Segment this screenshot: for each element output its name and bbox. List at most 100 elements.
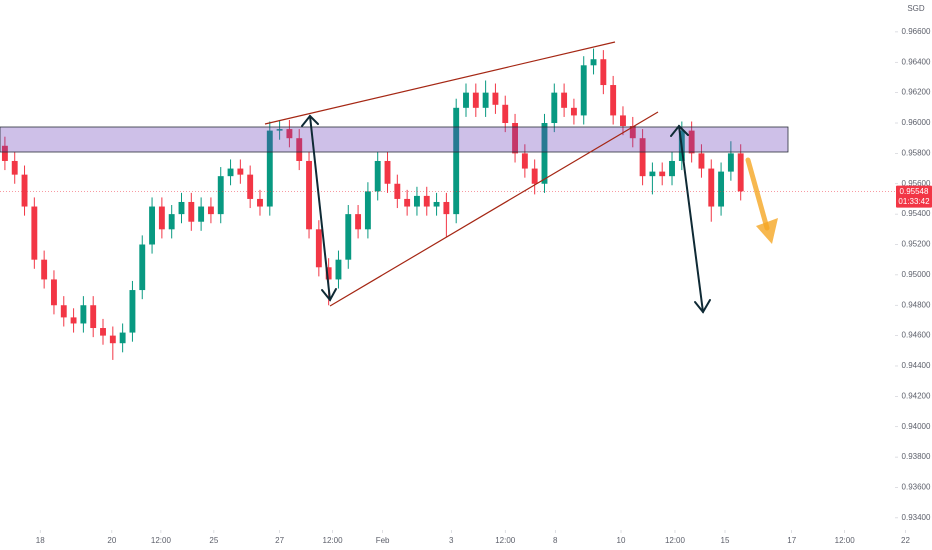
candle-body [414, 195, 420, 207]
candle-body [443, 201, 450, 215]
candle-body [60, 305, 67, 318]
x-tick-label: 17 [787, 536, 796, 545]
candle-body [423, 195, 430, 207]
x-tick-label: 12:00 [323, 536, 344, 545]
candle-body [325, 267, 332, 280]
candle-body [139, 244, 146, 291]
x-tick-label: 12:00 [151, 536, 172, 545]
y-tick-label: 0.95400 [902, 209, 931, 218]
candle-body [257, 198, 263, 207]
x-tick-label: 27 [275, 536, 284, 545]
candle-body [217, 176, 224, 215]
candle-body [247, 174, 254, 199]
candle-body [727, 153, 734, 172]
countdown: 01:33:42 [898, 197, 930, 206]
candle-body [315, 229, 322, 268]
x-tick-label: Feb [376, 536, 390, 545]
current-price-label: 0.95548 [900, 187, 929, 196]
candle-body [659, 171, 666, 177]
y-tick-label: 0.95800 [902, 148, 931, 157]
candle-body [561, 92, 568, 108]
candle-body [276, 129, 283, 131]
x-tick-label: 25 [209, 536, 218, 545]
y-tick-label: 0.94800 [902, 300, 931, 309]
y-tick-label: 0.94600 [902, 331, 931, 340]
x-tick-label: 12:00 [835, 536, 856, 545]
candle-body [21, 174, 28, 207]
candle-body [688, 130, 695, 154]
candle-body [178, 201, 185, 215]
candle-body [70, 317, 77, 324]
candle-body [472, 92, 479, 108]
candle-body [168, 214, 175, 230]
y-tick-label: 0.94000 [902, 422, 931, 431]
candle-body [296, 138, 303, 161]
y-tick-label: 0.95600 [902, 179, 931, 188]
y-tick-label: 0.95000 [902, 270, 931, 279]
candle-body [551, 92, 558, 124]
x-tick-label: 18 [36, 536, 45, 545]
x-tick-label: 22 [901, 536, 910, 545]
candles [0, 48, 895, 360]
candle-body [570, 107, 577, 116]
x-tick-label: 15 [721, 536, 730, 545]
candle-body [404, 198, 411, 207]
candle-body [649, 171, 656, 177]
x-tick-label: 10 [617, 536, 626, 545]
x-tick-label: 3 [449, 536, 454, 545]
candle-body [266, 130, 273, 207]
candle-body [590, 59, 597, 66]
price-axis [895, 0, 932, 550]
resistance-zone [0, 126, 789, 153]
x-tick-label: 12:00 [665, 536, 686, 545]
candle-body [531, 168, 538, 184]
currency-label: SGD [907, 4, 925, 13]
candle-body [453, 107, 460, 215]
arrow-left [301, 114, 337, 302]
axes: 0.96600 0.96400 0.96200 0.96000 0.95800 0.956… [36, 27, 932, 545]
candle-body [119, 332, 126, 344]
candle-body [463, 92, 469, 108]
candle-body [737, 153, 744, 192]
candle-body [492, 92, 499, 105]
candle-body [374, 160, 381, 192]
x-tick-label: 20 [107, 536, 116, 545]
candle-body [433, 201, 440, 207]
candle-body [355, 214, 362, 230]
y-tick-label: 0.93600 [902, 483, 931, 492]
candle-body [237, 168, 244, 175]
candle-body [41, 259, 48, 280]
y-tick-label: 0.96000 [902, 118, 931, 127]
y-tick-label: 0.93800 [902, 452, 931, 461]
candle-body [482, 92, 489, 108]
candle-body [345, 214, 352, 260]
candle-body [541, 123, 548, 184]
x-tick-label: 12:00 [495, 536, 516, 545]
candle-body [90, 305, 97, 329]
y-tick-label: 0.96400 [902, 57, 931, 66]
time-axis [0, 530, 932, 550]
candle-body [629, 126, 636, 139]
candle-body [306, 160, 312, 230]
candle-body [51, 279, 57, 306]
candle-body [394, 183, 401, 199]
y-tick-label: 0.94400 [902, 361, 931, 370]
x-tick-label: 8 [553, 536, 558, 545]
candle-body [1, 145, 8, 161]
projection-arrow [745, 157, 778, 244]
candle-body [718, 171, 725, 207]
candle-body [364, 191, 371, 230]
candle-body [158, 206, 165, 230]
candle-body [286, 129, 293, 139]
candle-body [207, 206, 214, 215]
candle-body [610, 85, 617, 116]
candle-body [512, 123, 518, 154]
candle-body [384, 160, 391, 184]
candle-body [600, 59, 607, 86]
y-tick-label: 0.93400 [902, 513, 931, 522]
candle-body [639, 138, 646, 177]
candle-body [100, 328, 106, 336]
candle-body [109, 335, 116, 344]
candle-body [698, 153, 705, 169]
